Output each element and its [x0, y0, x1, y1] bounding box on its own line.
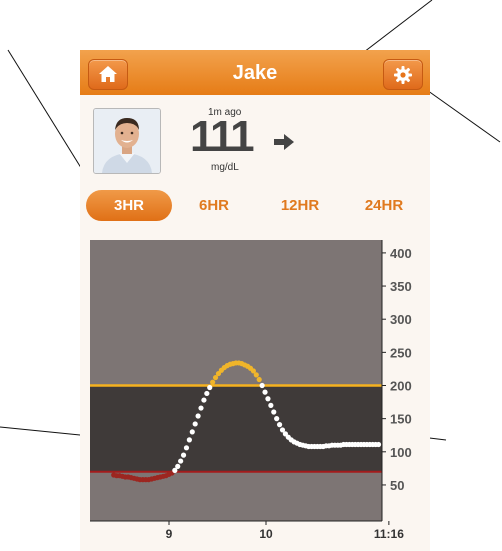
glucose-point — [265, 396, 271, 402]
tab-24hr[interactable]: 24HR — [364, 197, 404, 214]
app-screen: Jake 1m — [80, 50, 430, 551]
home-icon — [99, 66, 117, 82]
settings-button[interactable] — [383, 59, 423, 90]
user-name: Jake — [232, 62, 278, 84]
y-tick-label: 100 — [390, 445, 412, 460]
glucose-value: 111 — [190, 112, 255, 161]
target-range-band — [90, 385, 382, 472]
y-tick-label: 250 — [390, 345, 412, 360]
glucose-point — [279, 427, 286, 433]
glucose-point-high — [256, 376, 262, 383]
user-photo — [94, 109, 160, 173]
glucose-point — [207, 384, 213, 391]
header-bar: Jake — [80, 50, 430, 95]
y-axis: 400 350 300 250 200 150 100 50 — [382, 246, 412, 493]
glucose-point-high — [250, 368, 256, 374]
glucose-point — [276, 422, 283, 428]
glucose-point — [274, 416, 280, 422]
home-button[interactable] — [88, 59, 128, 90]
glucose-point — [204, 390, 210, 397]
x-axis: 9 10 11:16 — [166, 521, 404, 541]
glucose-point-high — [212, 374, 219, 381]
glucose-point — [268, 402, 274, 408]
y-tick-label: 300 — [390, 312, 412, 327]
arrow-right-icon — [274, 134, 294, 150]
glucose-point — [189, 429, 195, 435]
glucose-point — [198, 405, 204, 411]
x-tick-label: 9 — [166, 527, 173, 541]
glucose-point — [172, 467, 178, 473]
glucose-point — [375, 441, 382, 448]
glucose-points — [111, 360, 382, 483]
glucose-point — [271, 409, 277, 415]
y-tick-label: 200 — [390, 379, 412, 394]
y-tick-label: 150 — [390, 412, 412, 427]
chart-plot-area — [90, 240, 382, 521]
glucose-point — [175, 463, 181, 469]
glucose-point — [186, 437, 192, 443]
y-tick-label: 400 — [390, 246, 412, 261]
glucose-units: mg/dL — [211, 162, 239, 173]
glucose-chart: 400 350 300 250 200 150 100 50 9 10 11:16 — [90, 240, 412, 541]
glucose-point — [178, 458, 184, 464]
avatar[interactable] — [93, 108, 161, 174]
y-tick-label: 350 — [390, 279, 412, 294]
y-tick-label: 50 — [390, 478, 404, 493]
glucose-point — [183, 445, 190, 451]
glucose-point — [195, 413, 201, 419]
glucose-point-high — [253, 372, 259, 378]
range-tabs: 3HR 6HR 12HR 24HR — [80, 190, 430, 222]
glucose-point — [180, 452, 187, 458]
glucose-point — [192, 421, 198, 427]
reading-time-ago: 1m ago — [208, 107, 242, 118]
glucose-point-high — [210, 379, 216, 385]
x-tick-label: 11:16 — [374, 527, 404, 541]
x-tick-label: 10 — [259, 527, 273, 541]
glucose-point — [262, 389, 268, 395]
tab-3hr[interactable]: 3HR — [86, 190, 172, 221]
tab-12hr[interactable]: 12HR — [280, 197, 320, 214]
glucose-point — [201, 397, 207, 403]
gear-icon — [394, 66, 412, 84]
glucose-point — [259, 382, 265, 389]
tab-6hr[interactable]: 6HR — [198, 197, 229, 214]
